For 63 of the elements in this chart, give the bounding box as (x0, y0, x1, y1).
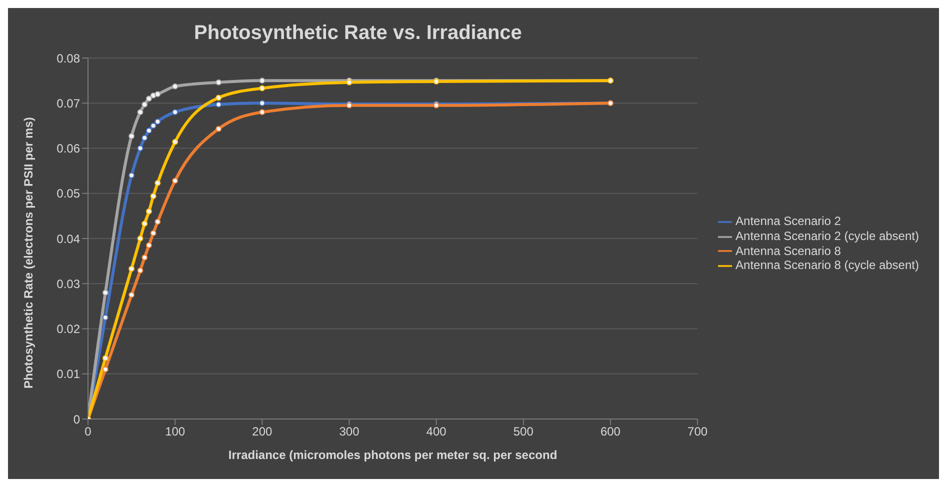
x-tick-label: 500 (513, 424, 534, 439)
point (137, 236, 144, 242)
point (142, 220, 148, 227)
x-tick-label: 600 (600, 424, 621, 439)
point (142, 254, 148, 260)
point (146, 242, 152, 248)
point (128, 266, 135, 272)
y-tick-label: 0.05 (56, 186, 80, 201)
x-tick-label: 400 (426, 424, 447, 439)
point (102, 290, 108, 296)
x-tick-label: 700 (688, 424, 708, 439)
point (154, 91, 161, 98)
x-tick-label: 0 (84, 424, 92, 439)
point (146, 96, 152, 102)
chart-title: Photosynthetic Rate vs. Irradiance (193, 22, 523, 45)
point (259, 109, 266, 116)
point (102, 355, 108, 362)
legend-label: Antenna Scenario 8 (cycle absent) (736, 258, 919, 272)
point (172, 83, 178, 90)
point (154, 218, 161, 225)
point (150, 193, 156, 200)
point (172, 109, 178, 116)
point (137, 109, 144, 116)
y-tick-label: 0 (73, 412, 80, 426)
point (137, 145, 144, 152)
point (142, 101, 148, 108)
legend-label: Antenna Scenario 8 (736, 244, 841, 258)
point (216, 101, 222, 108)
y-tick-label: 0.06 (56, 142, 80, 156)
point (150, 230, 156, 236)
point (128, 292, 135, 298)
point (216, 126, 222, 132)
point (137, 268, 144, 274)
point (142, 134, 148, 141)
legend-label: Antenna Scenario 2 (736, 214, 841, 228)
y-tick-label: 0.01 (56, 367, 80, 382)
point (146, 208, 152, 214)
y-tick-label: 0.08 (56, 51, 80, 66)
y-tick-label: 0.07 (56, 96, 80, 110)
y-tick-label: 0.02 (56, 322, 80, 336)
x-axis-title: Irradiance (micromoles photons per meter sq. per second (228, 448, 558, 462)
point (259, 78, 266, 84)
x-tick-label: 200 (252, 424, 272, 439)
point (216, 79, 222, 86)
y-tick-label: 0.04 (56, 232, 80, 246)
y-tick-label: 0.03 (56, 276, 80, 291)
point (172, 138, 178, 145)
point (128, 133, 135, 140)
point (150, 122, 156, 129)
point (102, 314, 108, 320)
point (259, 100, 266, 106)
point (154, 118, 161, 125)
point (128, 172, 135, 178)
point (172, 178, 178, 184)
point (146, 128, 152, 134)
x-tick-label: 100 (165, 424, 186, 439)
point (259, 85, 266, 92)
legend-label: Antenna Scenario 2 (cycle absent) (736, 228, 919, 243)
point (154, 180, 161, 186)
x-tick-label: 300 (339, 424, 360, 439)
y-axis-title: Photosynthetic Rate (electrons per PSII per ms) (21, 117, 36, 388)
point (216, 94, 222, 101)
point (102, 366, 108, 372)
